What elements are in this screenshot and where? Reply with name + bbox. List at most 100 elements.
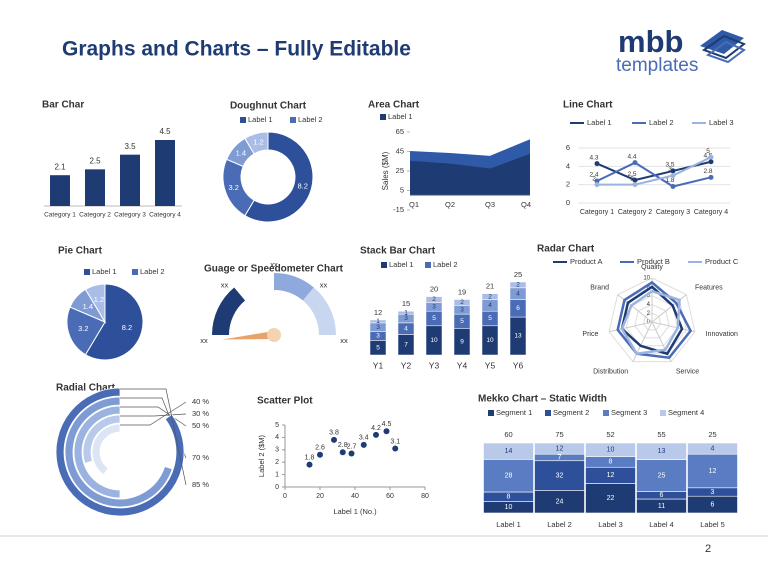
axis-label: Features: [695, 285, 723, 292]
y-tick-label: -15: [393, 205, 404, 214]
data-label: 1.2: [253, 137, 263, 146]
x-tick-label: Label 5: [700, 520, 725, 529]
point: [632, 177, 638, 183]
gauge-hub: [267, 328, 281, 342]
data-label: 3.2: [229, 183, 239, 192]
point: [594, 178, 600, 184]
r-tick-label: 2: [647, 311, 651, 317]
legend-marker: [84, 269, 90, 275]
data-label: 4.4: [627, 153, 636, 160]
x-tick-label: Category 3: [656, 209, 690, 216]
data-label: 2.6: [315, 445, 325, 452]
x-tick-label: Y3: [429, 360, 440, 370]
data-label: 4.5: [703, 152, 712, 159]
gauge-label: xx: [221, 280, 229, 289]
y-tick-label: 5: [400, 185, 404, 194]
data-label: 2.5: [627, 171, 636, 178]
point: [339, 449, 346, 456]
y-tick-label: 3: [275, 447, 279, 454]
slice: [84, 283, 144, 361]
point: [348, 450, 355, 457]
gauge-label: xx: [340, 336, 348, 345]
legend-label: Label 1: [389, 260, 414, 269]
page-title: Graphs and Charts – Fully Editable: [62, 38, 411, 61]
data-label: 2.4: [589, 172, 598, 179]
legend-label: Label 1: [587, 118, 612, 127]
data-label: 3.1: [390, 438, 400, 445]
legend-marker: [132, 269, 138, 275]
chart-title: Bar Char: [42, 100, 84, 111]
x-tick-label: Category 4: [149, 212, 181, 219]
data-label: 1.4: [83, 302, 93, 311]
data-label: 1.2: [94, 295, 104, 304]
point: [594, 161, 600, 167]
x-tick-label: 20: [316, 493, 324, 500]
point: [708, 154, 714, 160]
callout: [120, 401, 187, 426]
y-axis-label: Sales ($M): [381, 151, 390, 190]
data-label: 10: [430, 337, 438, 344]
legend-marker: [425, 262, 431, 268]
point: [632, 182, 638, 188]
bar: [50, 175, 70, 206]
radial-ring: [55, 387, 185, 517]
grid-ring: [642, 312, 662, 331]
y-tick-label: 4: [566, 161, 570, 170]
data-label: 2: [516, 282, 520, 289]
axis-label: Quality: [641, 264, 663, 271]
data-label: 1: [404, 309, 408, 316]
data-label: 5: [376, 344, 380, 351]
gauge-label: xx: [200, 336, 208, 345]
x-tick-label: 0: [283, 493, 287, 500]
data-label: 3: [460, 306, 464, 313]
data-label: 3: [711, 489, 715, 496]
point: [317, 451, 323, 458]
bar-segment: [369, 319, 387, 324]
data-label: 8: [507, 494, 511, 501]
data-label: 1.8: [305, 455, 315, 462]
total-label: 25: [708, 430, 716, 439]
logo-icon: [700, 30, 746, 64]
x-tick-label: Category 4: [694, 209, 728, 216]
radial-ring: [91, 423, 121, 476]
grid-ring: [608, 277, 696, 363]
data-label: 12: [709, 468, 717, 475]
data-label: 2.8: [703, 168, 712, 175]
data-label: 8.2: [297, 182, 307, 191]
slice: [244, 131, 269, 155]
slice: [244, 131, 314, 223]
x-axis-label: Label 1 (No.): [333, 507, 377, 516]
gauge-band: [274, 273, 314, 301]
r-tick-label: 10: [643, 276, 650, 282]
legend-marker: [380, 114, 386, 120]
bar-segment: [397, 310, 415, 315]
x-tick-label: Y4: [457, 360, 468, 370]
spoke: [651, 321, 696, 333]
data-label: 22: [607, 495, 615, 502]
y-tick-label: 0: [566, 198, 570, 207]
y-tick-label: 1: [275, 471, 279, 478]
data-label: 24: [556, 499, 564, 506]
logo-sub: templates: [616, 55, 698, 76]
x-tick-label: Label 3: [598, 520, 623, 529]
x-tick-label: Q1: [409, 200, 419, 209]
data-label: 6: [516, 305, 520, 312]
gauge-band: [302, 287, 336, 335]
logo-book: [700, 30, 744, 54]
legend-label: Label 3: [709, 118, 734, 127]
legend-label: Product A: [570, 257, 603, 266]
chart-title: Radar Chart: [537, 244, 595, 255]
axis-label: Service: [676, 368, 699, 375]
grid-ring: [634, 303, 670, 339]
data-label: 28: [505, 473, 513, 480]
data-label: 4.3: [589, 154, 598, 161]
y-tick-label: 4: [275, 434, 279, 441]
total-label: 55: [657, 430, 665, 439]
data-label: 11: [658, 503, 665, 510]
bar: [155, 140, 175, 206]
point: [594, 182, 600, 188]
y-tick-label: 6: [566, 143, 570, 152]
radial-ring: [64, 396, 173, 508]
data-label: 3.2: [78, 324, 88, 333]
